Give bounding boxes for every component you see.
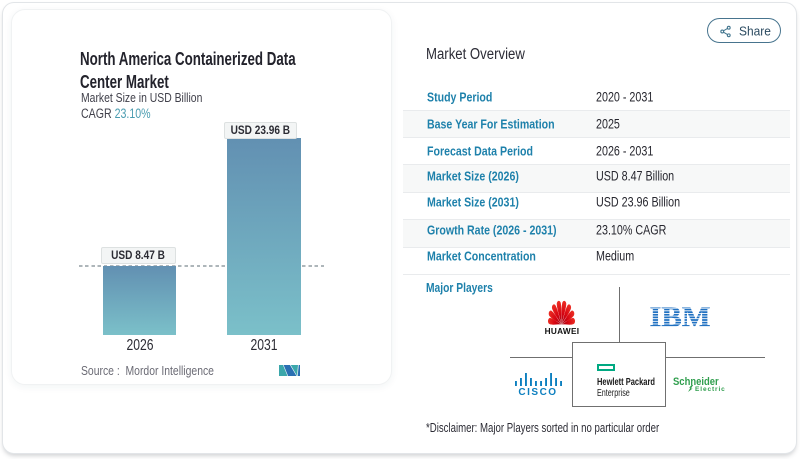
svg-text:IBM: IBM (650, 306, 711, 327)
